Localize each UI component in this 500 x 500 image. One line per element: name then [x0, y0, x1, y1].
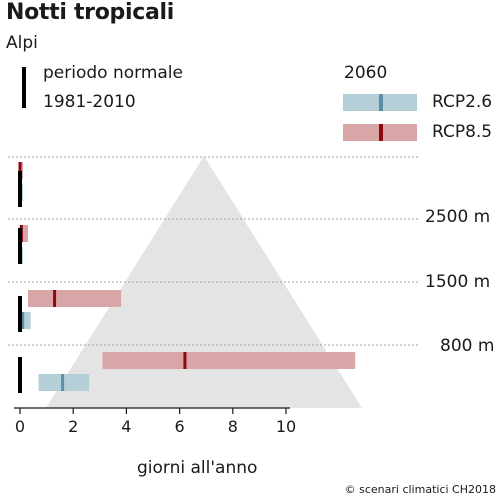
x-tick-label: 2: [68, 417, 78, 436]
x-tick-label: 4: [121, 417, 131, 436]
normal-period-marker: [18, 357, 22, 393]
bars: [18, 162, 356, 393]
median-rcp85: [18, 162, 22, 179]
bar-rcp85: [20, 225, 28, 242]
normal-period-marker: [18, 171, 22, 207]
legend-normal-swatch: [22, 67, 26, 108]
chart-title: Notti tropicali: [6, 0, 174, 25]
legend-rcp85-swatch: [343, 124, 417, 141]
x-tick-label: 10: [276, 417, 296, 436]
credit: © scenari climatici CH2018: [344, 483, 496, 496]
x-axis: 0 2 4 6 8 10: [14, 407, 296, 436]
bar-rcp26: [20, 312, 31, 329]
legend-rcp26-label: RCP2.6: [432, 92, 493, 112]
normal-period-marker: [18, 228, 22, 264]
elevation-label-2500: 2500 m: [425, 207, 491, 227]
x-tick-label: 0: [15, 417, 25, 436]
legend-rcp26-median: [379, 94, 383, 111]
bar-rcp85: [102, 352, 356, 369]
legend-normal-period: 1981-2010: [43, 92, 136, 112]
elevation-label-800: 800 m: [440, 336, 495, 356]
median-rcp26: [21, 312, 25, 329]
x-tick-label: 6: [175, 417, 185, 436]
normal-period-marker: [18, 296, 22, 332]
chart-subtitle: Alpi: [6, 33, 38, 53]
legend-rcp85-median: [379, 124, 383, 141]
x-axis-label: giorni all'anno: [137, 458, 258, 478]
elevation-label-1500: 1500 m: [425, 272, 491, 292]
legend-rcp85-label: RCP8.5: [432, 122, 493, 142]
legend-rcp26-swatch: [343, 94, 417, 111]
median-rcp85: [53, 290, 57, 307]
legend-normal-label: periodo normale: [43, 63, 183, 83]
legend-future-year: 2060: [344, 63, 388, 83]
x-tick-label: 8: [228, 417, 238, 436]
median-rcp85: [183, 352, 187, 369]
bar-rcp85: [27, 290, 122, 307]
elevation-dividers: [8, 156, 420, 346]
median-rcp26: [61, 374, 65, 391]
